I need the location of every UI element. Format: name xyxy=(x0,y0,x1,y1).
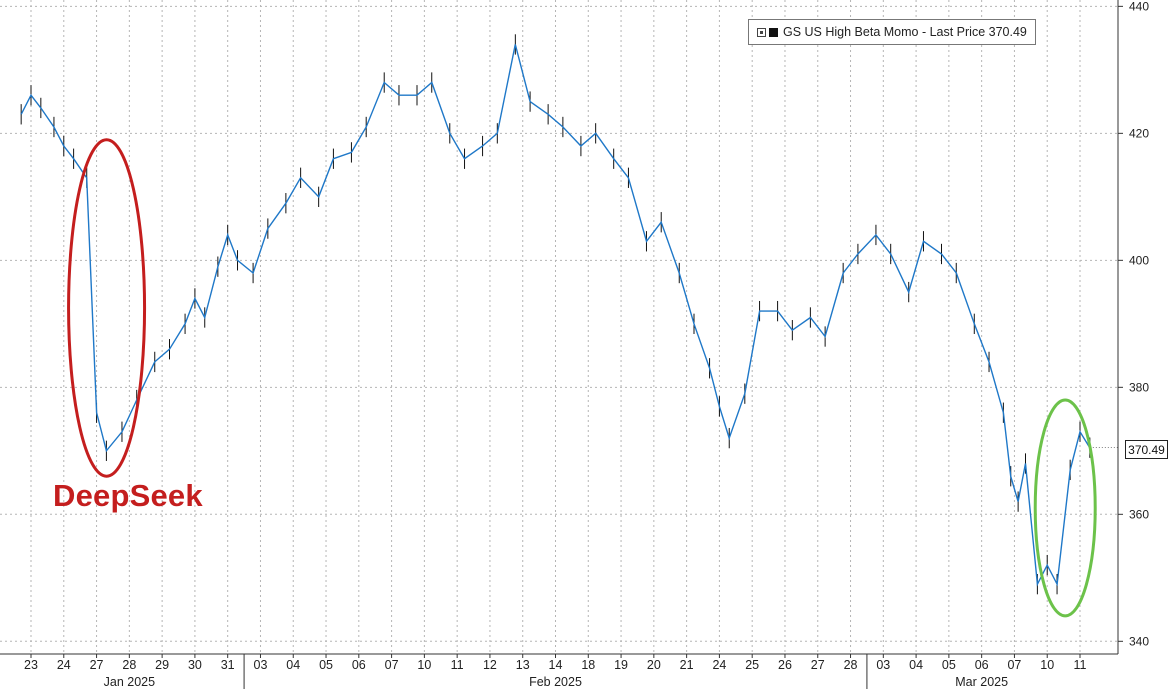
x-tick-label: 20 xyxy=(647,658,661,672)
y-tick-label: 400 xyxy=(1129,253,1149,267)
legend-label: GS US High Beta Momo - Last Price 370.49 xyxy=(783,25,1027,39)
x-tick-label: 12 xyxy=(483,658,497,672)
y-tick-label: 420 xyxy=(1129,126,1149,140)
series-swatch-icon xyxy=(769,27,778,37)
x-tick-label: 03 xyxy=(876,658,890,672)
x-tick-label: 27 xyxy=(811,658,825,672)
x-tick-label: 31 xyxy=(221,658,235,672)
x-tick-label: 26 xyxy=(778,658,792,672)
x-tick-label: 10 xyxy=(1040,658,1054,672)
x-tick-label: 10 xyxy=(417,658,431,672)
y-tick-label: 360 xyxy=(1129,507,1149,521)
price-series-line xyxy=(20,44,1091,587)
x-tick-label: 29 xyxy=(155,658,169,672)
x-tick-label: 24 xyxy=(712,658,726,672)
x-tick-label: 05 xyxy=(319,658,333,672)
y-tick-label: 440 xyxy=(1129,0,1149,13)
last-price-tag: 370.49 xyxy=(1125,440,1168,459)
x-tick-label: 19 xyxy=(614,658,628,672)
x-tick-label: 04 xyxy=(909,658,923,672)
x-tick-label: 28 xyxy=(122,658,136,672)
month-label: Jan 2025 xyxy=(104,675,155,689)
deepseek-ellipse xyxy=(67,138,147,478)
y-tick-label: 340 xyxy=(1129,634,1149,648)
legend-toggle-icon[interactable] xyxy=(757,27,766,37)
x-tick-label: 23 xyxy=(24,658,38,672)
chart-legend: GS US High Beta Momo - Last Price 370.49 xyxy=(748,19,1036,45)
x-tick-label: 05 xyxy=(942,658,956,672)
x-tick-label: 04 xyxy=(286,658,300,672)
x-tick-label: 07 xyxy=(385,658,399,672)
x-tick-label: 14 xyxy=(549,658,563,672)
y-tick-label: 380 xyxy=(1129,380,1149,394)
deepseek-annotation: DeepSeek xyxy=(53,478,203,513)
x-tick-label: 21 xyxy=(680,658,694,672)
x-tick-label: 06 xyxy=(975,658,989,672)
x-tick-label: 06 xyxy=(352,658,366,672)
x-tick-label: 11 xyxy=(451,658,464,672)
x-tick-label: 13 xyxy=(516,658,530,672)
x-tick-label: 27 xyxy=(90,658,104,672)
x-tick-label: 24 xyxy=(57,658,71,672)
x-tick-label: 11 xyxy=(1074,658,1087,672)
x-tick-label: 18 xyxy=(581,658,595,672)
x-tick-label: 07 xyxy=(1007,658,1021,672)
x-tick-label: 30 xyxy=(188,658,202,672)
x-tick-label: 25 xyxy=(745,658,759,672)
month-label: Mar 2025 xyxy=(955,675,1008,689)
month-label: Feb 2025 xyxy=(529,675,582,689)
x-tick-label: 03 xyxy=(254,658,268,672)
rebound-ellipse xyxy=(1033,398,1097,618)
x-tick-label: 28 xyxy=(844,658,858,672)
